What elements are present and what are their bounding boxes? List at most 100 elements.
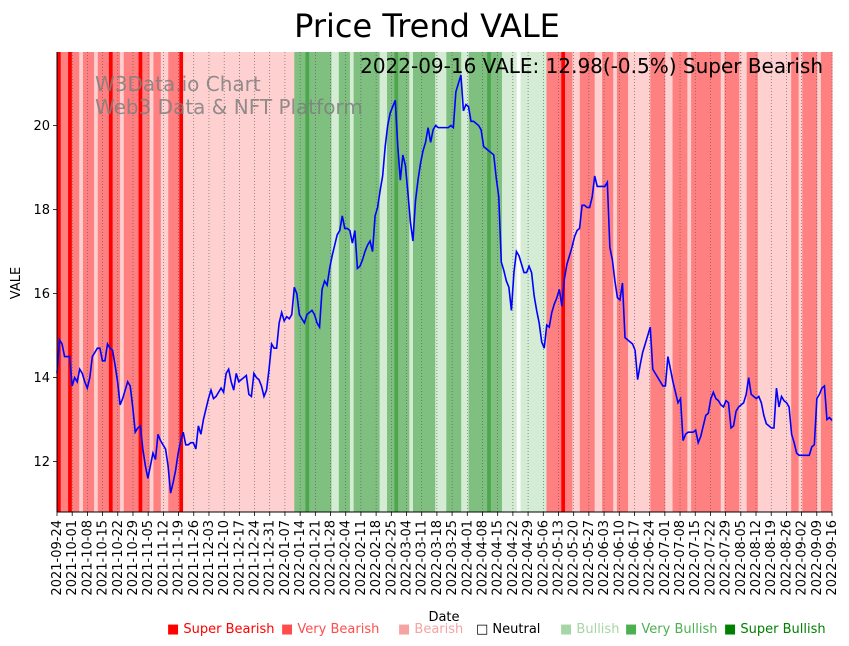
x-tick-label: 2021-11-12 — [156, 520, 171, 596]
regime-band-bearish — [720, 52, 725, 512]
regime-band-very-bullish — [353, 52, 381, 512]
x-tick-label: 2022-04-15 — [491, 520, 506, 596]
regime-band-very-bearish — [746, 52, 759, 512]
regime-band-bullish — [520, 52, 547, 512]
regime-band-bearish — [628, 52, 651, 512]
legend-marker-icon: ■ — [167, 622, 183, 637]
x-tick-label: 2022-06-10 — [612, 520, 627, 596]
price-line — [56, 74, 833, 494]
legend-item-super-bullish: ■ Super Bullish — [724, 622, 826, 637]
legend-label: Bullish — [576, 622, 619, 637]
regime-band-super-bullish — [305, 52, 310, 512]
x-tick-label: 2022-01-28 — [324, 520, 339, 596]
regime-band-bearish — [572, 52, 581, 512]
regime-band-bearish — [160, 52, 169, 512]
legend-item-bullish: ■ Bullish — [560, 622, 619, 637]
x-tick-label: 2022-02-11 — [354, 520, 369, 596]
regime-band-bearish — [817, 52, 822, 512]
x-tick-label: 2022-07-01 — [658, 520, 673, 596]
x-tick-label: 2021-10-29 — [126, 520, 141, 596]
legend-label: Very Bearish — [297, 622, 379, 637]
x-tick-label: 2022-07-15 — [688, 520, 703, 596]
x-tick-label: 2022-09-09 — [810, 520, 825, 596]
legend: ■ Super Bearish ■ Very Bearish ■ Bearish □ … — [167, 622, 826, 637]
x-tick-label: 2022-05-06 — [536, 520, 551, 596]
x-tick-label: 2022-06-03 — [597, 520, 612, 596]
regime-band-very-bullish — [387, 52, 395, 512]
status-annotation: 2022-09-16 VALE: 12.98(-0.5%) Super Bear… — [360, 54, 823, 78]
regime-band-super-bearish — [57, 52, 62, 512]
y-tick-label: 20 — [33, 119, 50, 134]
regime-band-very-bearish — [546, 52, 562, 512]
x-tick-label: 2021-11-26 — [187, 520, 202, 596]
regime-band-bullish — [379, 52, 388, 512]
legend-marker-icon: ■ — [625, 622, 641, 637]
y-ticks: 12 14 16 18 20 — [33, 119, 57, 470]
regime-band-super-bullish — [394, 52, 399, 512]
x-tick-label: 2022-07-22 — [703, 520, 718, 596]
regime-band-bullish — [501, 52, 518, 512]
x-tick-label: 2022-01-07 — [278, 520, 293, 596]
legend-label: Bearish — [414, 622, 463, 637]
y-tick-label: 16 — [33, 287, 50, 302]
regime-band-bearish — [739, 52, 748, 512]
regime-band-very-bearish — [802, 52, 818, 512]
regime-band-very-bullish — [294, 52, 306, 512]
watermark-line-2: Web3 Data & NFT Platform — [95, 95, 363, 119]
x-tick-label: 2022-06-24 — [643, 520, 658, 596]
regime-band-very-bullish — [338, 52, 351, 512]
x-tick-label: 2021-12-10 — [217, 520, 232, 596]
x-tick-label: 2021-12-24 — [248, 520, 263, 596]
regime-band-very-bullish — [468, 52, 488, 512]
regime-band-very-bearish — [724, 52, 740, 512]
legend-label: Super Bearish — [183, 622, 274, 637]
x-tick-label: 2021-10-08 — [80, 520, 95, 596]
regime-band-very-bearish — [168, 52, 180, 512]
regime-band-neutral — [516, 52, 522, 512]
regime-band-super-bearish — [138, 52, 143, 512]
regime-band-bullish — [349, 52, 355, 512]
regime-band-bearish — [79, 52, 84, 512]
y-tick-label: 18 — [33, 203, 50, 218]
x-tick-label: 2022-03-25 — [445, 520, 460, 596]
regime-band-super-bullish — [487, 52, 492, 512]
x-tick-label: 2022-07-08 — [673, 520, 688, 596]
regime-band-super-bearish — [179, 52, 184, 512]
regime-band-very-bearish — [650, 52, 666, 512]
x-tick-label: 2022-03-04 — [400, 520, 415, 596]
x-tick-label: 2022-05-13 — [551, 520, 566, 596]
x-tick-label: 2022-08-12 — [749, 520, 764, 596]
regime-band-super-bearish — [68, 52, 73, 512]
x-tick-label: 2022-02-18 — [369, 520, 384, 596]
regime-band-very-bearish — [97, 52, 110, 512]
legend-marker-icon: ■ — [560, 622, 576, 637]
regime-band-bearish — [183, 52, 295, 512]
x-tick-label: 2022-02-25 — [384, 520, 399, 596]
regime-band-very-bearish — [616, 52, 629, 512]
x-tick-label: 2022-05-27 — [582, 520, 597, 596]
regime-band-very-bullish — [398, 52, 410, 512]
y-axis-label: VALE — [9, 267, 24, 299]
x-tick-label: 2022-07-29 — [719, 520, 734, 596]
regime-band-very-bearish — [565, 52, 573, 512]
regime-band-bullish — [461, 52, 470, 512]
regime-band-bullish — [331, 52, 340, 512]
x-tick-label: 2021-12-17 — [232, 520, 247, 596]
x-tick-label: 2022-02-04 — [339, 520, 354, 596]
x-axis-label: Date — [428, 610, 459, 625]
axes — [56, 52, 832, 513]
x-tick-label: 2022-04-29 — [521, 520, 536, 596]
regime-band-very-bearish — [112, 52, 121, 512]
legend-item-super-bearish: ■ Super Bearish — [167, 622, 275, 637]
regime-band-bearish — [665, 52, 674, 512]
x-tick-label: 2021-11-05 — [141, 520, 156, 596]
legend-item-bearish: ■ Bearish — [398, 622, 463, 637]
regime-band-bullish — [409, 52, 414, 512]
legend-label: Super Bullish — [740, 622, 825, 637]
regime-band-bullish — [435, 52, 447, 512]
y-tick-label: 12 — [33, 455, 50, 470]
x-tick-label: 2022-03-18 — [430, 520, 445, 596]
regime-bands — [57, 52, 833, 512]
x-tick-label: 2022-01-14 — [293, 520, 308, 596]
legend-item-very-bullish: ■ Very Bullish — [625, 622, 717, 637]
